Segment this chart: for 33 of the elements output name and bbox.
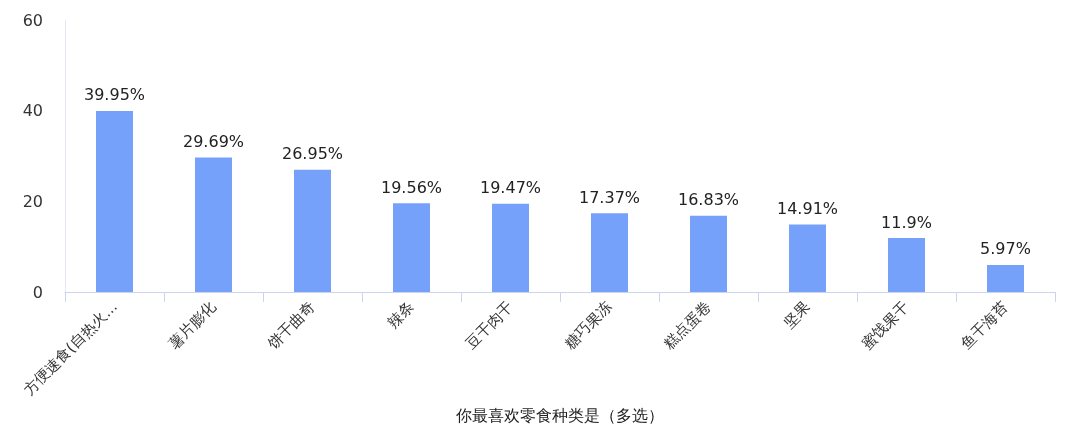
bar <box>195 157 232 292</box>
x-tick-label: 豆干肉干 <box>461 297 517 353</box>
x-tick-label: 糕点蛋卷 <box>659 297 715 353</box>
x-axis-title: 你最喜欢零食种类是（多选） <box>455 405 664 425</box>
x-tick-label: 蜜饯果干 <box>857 297 913 353</box>
bar <box>690 215 727 292</box>
data-label: 17.37% <box>578 187 641 207</box>
bar <box>987 264 1024 292</box>
bar <box>888 238 925 292</box>
x-tick-label: 薯片膨化 <box>164 297 220 353</box>
bar <box>393 203 430 292</box>
bar <box>591 213 628 292</box>
x-tick-label: 辣条 <box>383 297 418 332</box>
data-label: 11.9% <box>881 212 932 232</box>
bar <box>492 203 529 292</box>
bar <box>789 224 826 292</box>
x-tick-label: 坚果 <box>779 297 814 332</box>
y-tick-label: 60 <box>22 10 43 30</box>
data-label: 5.97% <box>980 239 1031 259</box>
data-label: 16.83% <box>677 190 740 210</box>
y-tick-label: 40 <box>22 101 43 121</box>
x-tick-label: 鱼干海苔 <box>956 297 1012 353</box>
data-label: 26.95% <box>281 144 344 164</box>
x-tick-label: 糖巧果冻 <box>560 297 616 353</box>
bar <box>96 110 133 292</box>
data-label: 19.47% <box>479 178 542 198</box>
x-tick-label: 饼干曲奇 <box>263 297 319 354</box>
data-label: 29.69% <box>182 131 245 151</box>
data-label: 39.95% <box>83 85 146 105</box>
data-label: 19.56% <box>380 177 443 197</box>
data-label: 14.91% <box>776 198 839 218</box>
y-tick-label: 20 <box>22 191 43 211</box>
bar <box>294 169 331 292</box>
